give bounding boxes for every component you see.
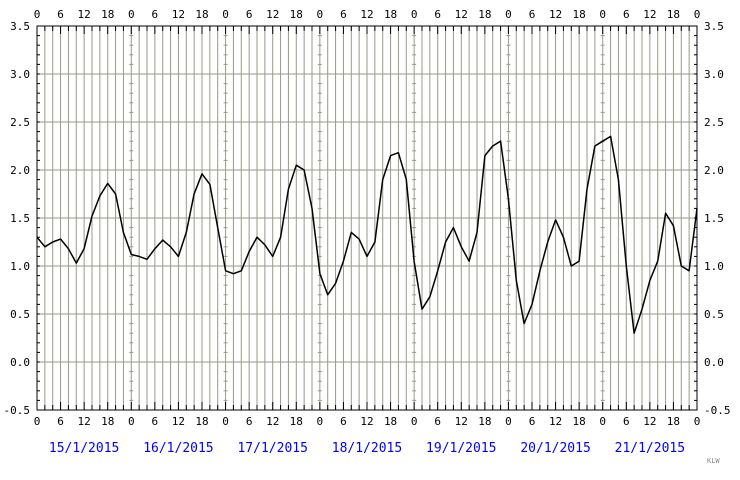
x-tick-label-bottom: 0 bbox=[599, 415, 606, 428]
x-tick-label-top: 6 bbox=[434, 8, 441, 21]
y-tick-label-left: 2.5 bbox=[10, 116, 30, 129]
date-label: 15/1/2015 bbox=[49, 441, 119, 456]
date-label: 21/1/2015 bbox=[615, 441, 685, 456]
x-tick-label-bottom: 12 bbox=[643, 415, 656, 428]
y-tick-label-right: 2.0 bbox=[704, 164, 724, 177]
x-tick-label-top: 12 bbox=[266, 8, 279, 21]
x-tick-label-bottom: 0 bbox=[411, 415, 418, 428]
axis-ticks bbox=[36, 25, 698, 411]
date-label: 18/1/2015 bbox=[332, 441, 402, 456]
x-tick-label-top: 12 bbox=[455, 8, 468, 21]
x-tick-label-top: 12 bbox=[643, 8, 656, 21]
date-label: 16/1/2015 bbox=[143, 441, 213, 456]
credit-mark: KLW bbox=[707, 457, 720, 465]
x-tick-label-top: 0 bbox=[222, 8, 229, 21]
x-tick-label-bottom: 18 bbox=[478, 415, 491, 428]
y-tick-label-left: 0.5 bbox=[10, 308, 30, 321]
x-tick-label-bottom: 18 bbox=[384, 415, 397, 428]
x-tick-label-bottom: 12 bbox=[266, 415, 279, 428]
x-tick-label-bottom: 0 bbox=[505, 415, 512, 428]
grid bbox=[36, 25, 698, 411]
date-label: 19/1/2015 bbox=[426, 441, 496, 456]
y-tick-label-left: 1.5 bbox=[10, 212, 30, 225]
y-tick-label-left: 2.0 bbox=[10, 164, 30, 177]
y-tick-label-right: 0.5 bbox=[704, 308, 724, 321]
x-tick-label-top: 18 bbox=[290, 8, 303, 21]
x-tick-label-bottom: 18 bbox=[290, 415, 303, 428]
y-tick-label-right: 3.0 bbox=[704, 68, 724, 81]
x-tick-label-top: 12 bbox=[549, 8, 562, 21]
x-tick-label-top: 0 bbox=[34, 8, 41, 21]
x-tick-label-top: 6 bbox=[152, 8, 159, 21]
x-tick-label-bottom: 6 bbox=[623, 415, 630, 428]
x-tick-label-top: 0 bbox=[128, 8, 135, 21]
x-tick-label-top: 0 bbox=[599, 8, 606, 21]
x-tick-label-top: 18 bbox=[384, 8, 397, 21]
x-tick-label-bottom: 18 bbox=[195, 415, 208, 428]
x-tick-label-bottom: 6 bbox=[529, 415, 536, 428]
x-tick-label-bottom: 12 bbox=[360, 415, 373, 428]
x-tick-label-top: 6 bbox=[529, 8, 536, 21]
x-tick-label-bottom: 12 bbox=[172, 415, 185, 428]
x-tick-label-bottom: 0 bbox=[694, 415, 701, 428]
y-tick-label-left: 1.0 bbox=[10, 260, 30, 273]
x-tick-label-top: 0 bbox=[694, 8, 701, 21]
x-tick-label-top: 6 bbox=[57, 8, 64, 21]
x-tick-label-top: 18 bbox=[101, 8, 114, 21]
x-tick-label-top: 18 bbox=[667, 8, 680, 21]
x-tick-label-bottom: 6 bbox=[57, 415, 64, 428]
y-tick-label-right: -0.5 bbox=[704, 404, 731, 417]
x-tick-label-bottom: 6 bbox=[246, 415, 253, 428]
x-tick-label-top: 18 bbox=[195, 8, 208, 21]
x-tick-label-bottom: 0 bbox=[317, 415, 324, 428]
x-tick-label-top: 0 bbox=[411, 8, 418, 21]
x-tick-label-top: 6 bbox=[623, 8, 630, 21]
x-tick-label-bottom: 18 bbox=[667, 415, 680, 428]
x-tick-label-top: 12 bbox=[172, 8, 185, 21]
x-tick-label-bottom: 0 bbox=[34, 415, 41, 428]
x-tick-label-bottom: 18 bbox=[573, 415, 586, 428]
date-label: 20/1/2015 bbox=[520, 441, 590, 456]
y-tick-label-left: -0.5 bbox=[4, 404, 31, 417]
x-tick-label-bottom: 0 bbox=[128, 415, 135, 428]
x-tick-label-bottom: 12 bbox=[78, 415, 91, 428]
series-line bbox=[36, 135, 698, 334]
y-tick-label-left: 0.0 bbox=[10, 356, 30, 369]
x-tick-label-bottom: 18 bbox=[101, 415, 114, 428]
y-tick-label-right: 3.5 bbox=[704, 20, 724, 33]
x-tick-label-top: 0 bbox=[317, 8, 324, 21]
x-tick-label-bottom: 6 bbox=[340, 415, 347, 428]
date-label: 17/1/2015 bbox=[237, 441, 307, 456]
x-tick-label-top: 12 bbox=[360, 8, 373, 21]
y-tick-label-left: 3.0 bbox=[10, 68, 30, 81]
y-tick-label-left: 3.5 bbox=[10, 20, 30, 33]
y-tick-label-right: 2.5 bbox=[704, 116, 724, 129]
series-layer bbox=[36, 135, 698, 334]
axis-labels: 0 0 6 6 12 12 18 18 0 0 6 6 12 12 18 18 0 0 6 6 12 12 18 18 0 0 6 6… bbox=[4, 8, 731, 456]
x-tick-label-top: 6 bbox=[246, 8, 253, 21]
y-tick-label-right: 1.0 bbox=[704, 260, 724, 273]
x-tick-label-bottom: 0 bbox=[222, 415, 229, 428]
y-tick-label-right: 0.0 bbox=[704, 356, 724, 369]
x-tick-label-top: 6 bbox=[340, 8, 347, 21]
x-tick-label-top: 0 bbox=[505, 8, 512, 21]
x-tick-label-bottom: 12 bbox=[549, 415, 562, 428]
x-tick-label-bottom: 12 bbox=[455, 415, 468, 428]
x-tick-label-top: 12 bbox=[78, 8, 91, 21]
x-tick-label-bottom: 6 bbox=[152, 415, 159, 428]
y-tick-label-right: 1.5 bbox=[704, 212, 724, 225]
x-tick-label-bottom: 6 bbox=[434, 415, 441, 428]
x-tick-label-top: 18 bbox=[478, 8, 491, 21]
x-tick-label-top: 18 bbox=[573, 8, 586, 21]
